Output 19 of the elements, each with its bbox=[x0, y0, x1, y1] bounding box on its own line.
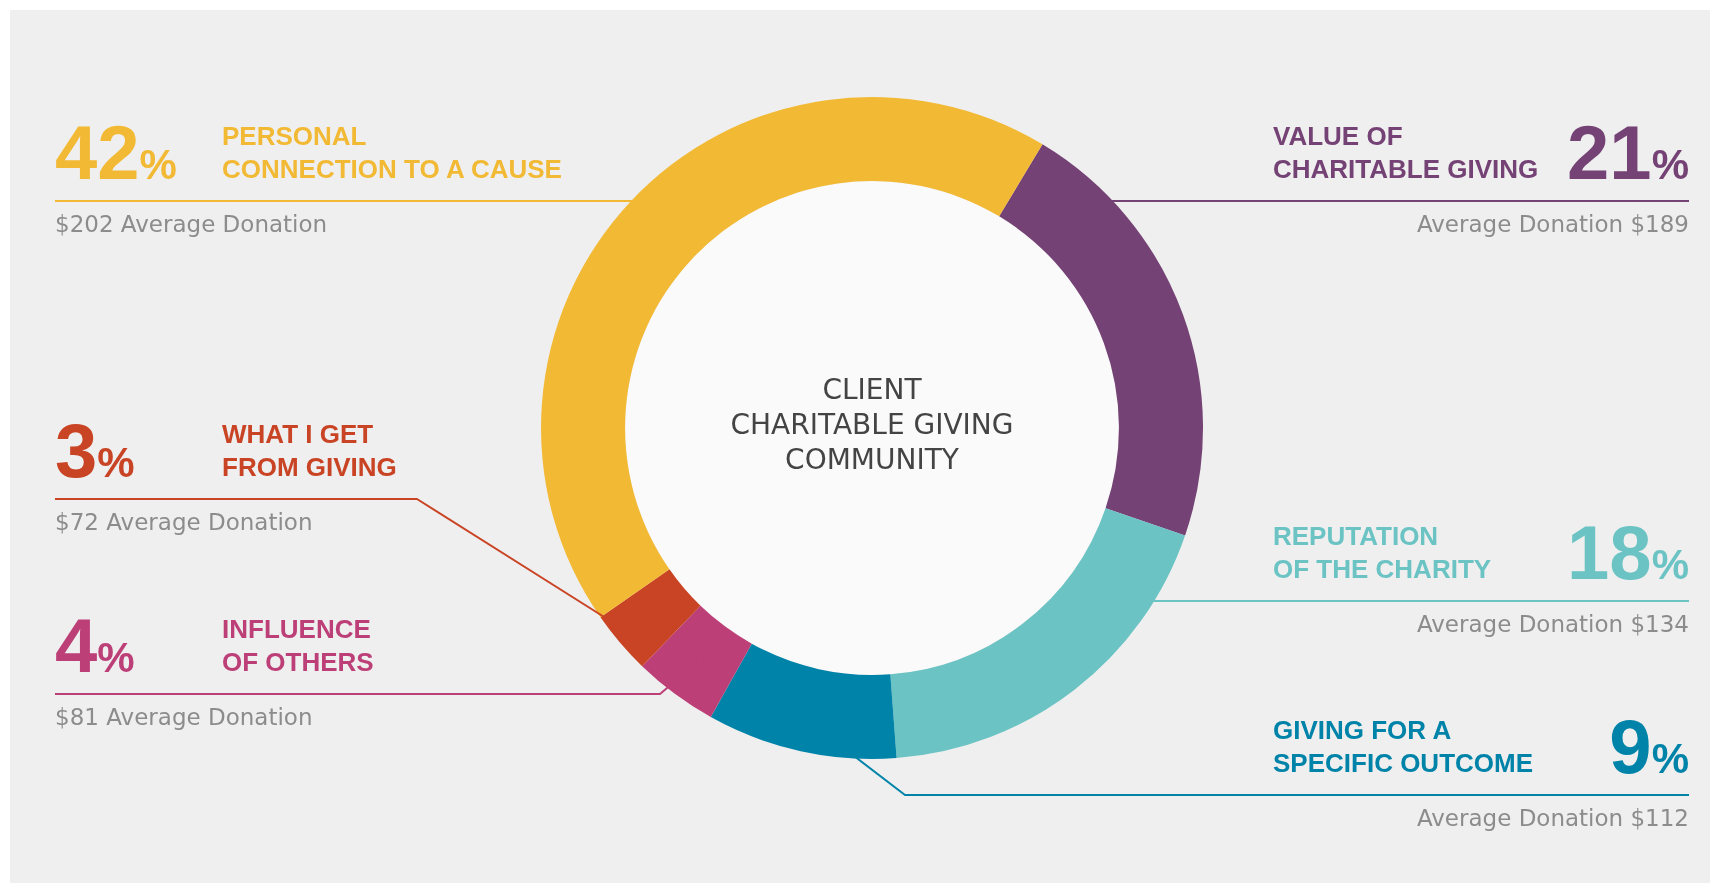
slice-label: WHAT I GET FROM GIVING bbox=[222, 418, 397, 484]
data-label: 42% bbox=[55, 110, 178, 195]
text: Average Donation $112 bbox=[1416, 805, 1689, 831]
slice-label: INFLUENCE OF OTHERS bbox=[222, 613, 374, 679]
text: Average Donation $134 bbox=[1416, 611, 1689, 637]
data-label: 21% bbox=[1567, 110, 1689, 195]
slice-label: VALUE OF CHARITABLE GIVING bbox=[1273, 120, 1539, 186]
slice-label: REPUTATION OF THE CHARITY bbox=[1273, 520, 1492, 586]
data-label: 4% bbox=[55, 603, 136, 688]
text: CLIENT CHARITABLE GIVING COMMUNITY bbox=[729, 372, 1015, 477]
data-label: 9% bbox=[1609, 704, 1689, 789]
text: $202 Average Donation bbox=[55, 211, 328, 237]
slice-label: GIVING FOR A SPECIFIC OUTCOME bbox=[1273, 714, 1534, 780]
data-label: 18% bbox=[1567, 510, 1689, 595]
text: $81 Average Donation bbox=[55, 704, 313, 730]
slice-label: PERSONAL CONNECTION TO A CAUSE bbox=[222, 120, 562, 186]
text: Average Donation $189 bbox=[1416, 211, 1689, 237]
data-label: 3% bbox=[55, 408, 136, 493]
text: $72 Average Donation bbox=[55, 509, 313, 535]
